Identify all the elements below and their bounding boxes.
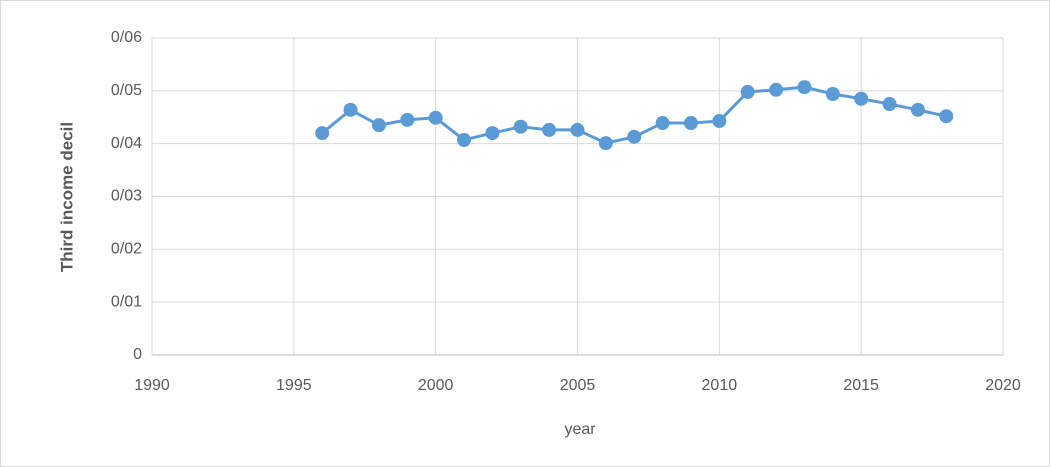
data-point (683, 116, 698, 131)
data-point (797, 80, 812, 95)
y-tick-label: 0/04 (111, 135, 142, 152)
data-point (371, 118, 386, 133)
data-point (315, 126, 330, 141)
data-point (570, 122, 585, 137)
y-tick-label: 0/03 (111, 188, 142, 205)
x-tick-label: 2005 (560, 377, 596, 394)
data-point (457, 132, 472, 147)
data-point (769, 82, 784, 97)
y-tick-label: 0 (133, 346, 142, 363)
x-tick-label: 2000 (418, 377, 454, 394)
x-tick-label: 2020 (985, 377, 1021, 394)
data-point (485, 126, 500, 141)
y-tick-label: 0/01 (111, 293, 142, 310)
data-point (513, 119, 528, 134)
x-tick-label: 2015 (843, 377, 879, 394)
data-point (712, 113, 727, 128)
y-tick-label: 0/05 (111, 82, 142, 99)
data-point (910, 102, 925, 117)
y-tick-label: 0/06 (111, 29, 142, 46)
x-tick-label: 1990 (134, 377, 170, 394)
data-point (740, 84, 755, 99)
data-point (542, 122, 557, 137)
data-point (428, 110, 443, 125)
x-axis-title: year (564, 421, 596, 438)
x-tick-label: 2010 (702, 377, 738, 394)
data-point (854, 91, 869, 106)
x-tick-label: 1995 (276, 377, 312, 394)
data-point (939, 109, 954, 124)
y-tick-label: 0/02 (111, 241, 142, 258)
data-point (343, 102, 358, 117)
data-point (655, 116, 670, 131)
data-point (882, 97, 897, 112)
data-point (627, 129, 642, 144)
y-axis-title: Third income decil (57, 122, 76, 272)
data-point (825, 87, 840, 102)
data-point (400, 112, 415, 127)
data-point (598, 136, 613, 151)
